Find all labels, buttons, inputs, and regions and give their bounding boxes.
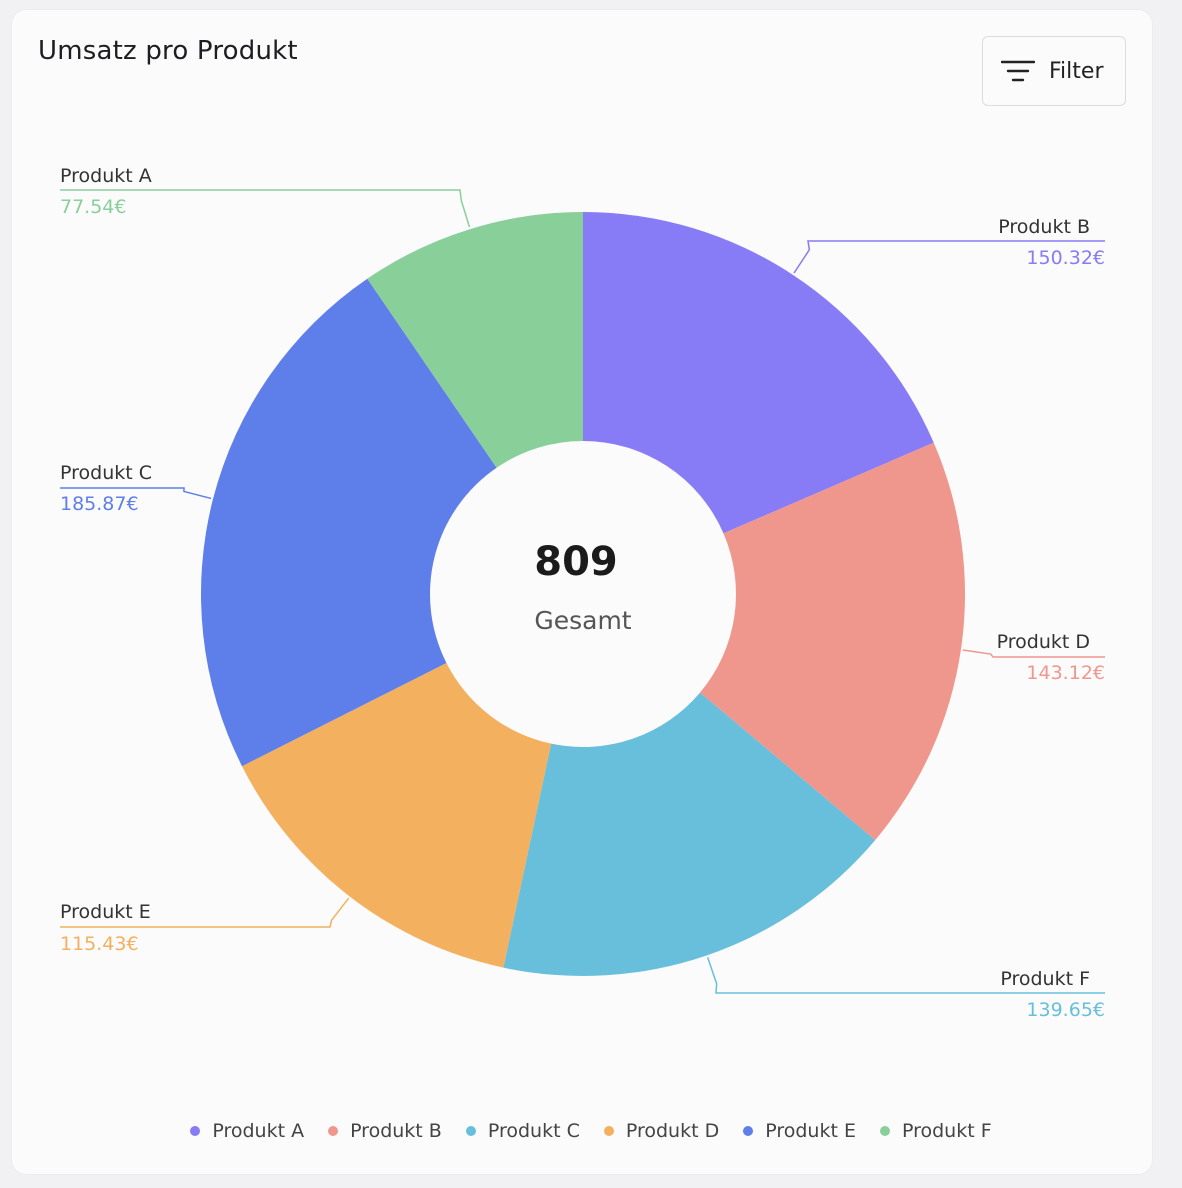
chart-title: Umsatz pro Produkt (38, 36, 298, 66)
leader-line-produkt-c (60, 487, 212, 500)
slice-label-produkt-b: Produkt B (998, 216, 1090, 238)
legend-label: Produkt C (487, 1120, 580, 1142)
legend-label: Produkt D (625, 1120, 720, 1142)
slice-label-produkt-c: Produkt C (60, 462, 152, 484)
legend-label: Produkt B (350, 1120, 442, 1142)
legend-label: Produkt F (901, 1120, 992, 1142)
slice-produkt-a[interactable] (367, 212, 583, 468)
slice-labels: Produkt B 150.32€ Produkt D 143.12€ Produkt … (60, 165, 1105, 1021)
donut-slices (201, 212, 965, 976)
slice-label-produkt-f: Produkt F (1000, 968, 1090, 990)
slice-value-produkt-b: 150.32€ (1026, 247, 1105, 269)
leader-lines (60, 189, 1105, 994)
legend-label: Produkt A (212, 1120, 305, 1142)
leader-line-produkt-d (962, 649, 1105, 658)
leader-line-produkt-a (60, 189, 471, 228)
legend-item-produkt-e[interactable]: Produkt E (743, 1120, 856, 1142)
leader-line-produkt-e (60, 897, 350, 928)
leader-line-produkt-b (793, 240, 1105, 274)
filter-button[interactable]: Filter (982, 36, 1126, 106)
leader-line-produkt-f (706, 956, 1105, 994)
slice-produkt-c[interactable] (201, 278, 497, 767)
legend-item-produkt-d[interactable]: Produkt D (603, 1120, 720, 1142)
slice-value-produkt-e: 115.43€ (60, 933, 139, 955)
legend-dot-icon (879, 1126, 890, 1136)
legend-dot-icon (743, 1126, 754, 1136)
filter-icon (1001, 60, 1035, 82)
legend-dot-icon (328, 1126, 339, 1136)
slice-produkt-d[interactable] (700, 442, 965, 841)
legend-dot-icon (603, 1126, 614, 1136)
slice-label-produkt-e: Produkt E (60, 901, 151, 923)
legend-item-produkt-f[interactable]: Produkt F (879, 1120, 992, 1142)
slice-value-produkt-f: 139.65€ (1026, 999, 1105, 1021)
center-total-value: 809 (534, 539, 618, 585)
legend-item-produkt-a[interactable]: Produkt A (190, 1120, 304, 1142)
slice-produkt-b[interactable] (583, 212, 934, 534)
legend-dot-icon (190, 1126, 201, 1136)
slice-label-produkt-a: Produkt A (60, 165, 152, 187)
legend-dot-icon (465, 1126, 476, 1136)
filter-button-label: Filter (1049, 58, 1104, 84)
slice-value-produkt-c: 185.87€ (60, 493, 139, 515)
slice-value-produkt-d: 143.12€ (1026, 662, 1105, 684)
center-total-label: Gesamt (534, 606, 631, 635)
slice-produkt-f[interactable] (503, 692, 876, 976)
legend-item-produkt-c[interactable]: Produkt C (465, 1120, 580, 1142)
chart-legend: Produkt A Produkt B Produkt C Produkt D Prod… (0, 1120, 1182, 1142)
legend-label: Produkt E (765, 1120, 856, 1142)
slice-value-produkt-a: 77.54€ (60, 196, 126, 218)
legend-item-produkt-b[interactable]: Produkt B (328, 1120, 442, 1142)
slice-produkt-e[interactable] (242, 662, 552, 968)
slice-label-produkt-d: Produkt D (997, 631, 1090, 653)
